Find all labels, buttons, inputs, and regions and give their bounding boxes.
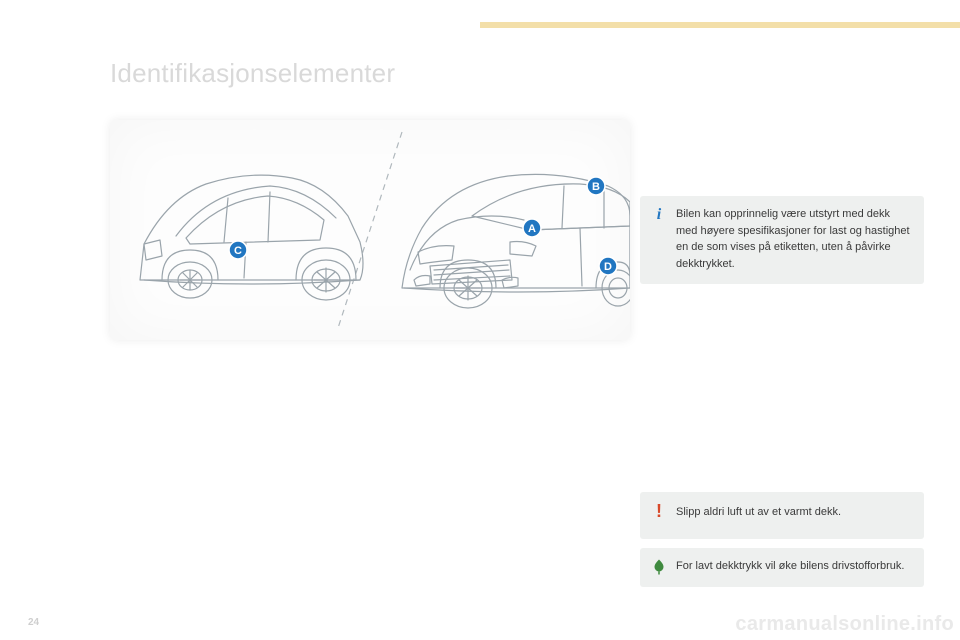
watermark: carmanualsonline.info [735,613,954,636]
callout-info-text: Bilen kan opprinnelig være utstyrt med d… [676,208,910,270]
page-title: Identifikasjonselementer [110,58,395,89]
svg-text:D: D [604,261,612,273]
page-number: 24 [28,617,39,628]
callout-info: i Bilen kan opprinnelig være utstyrt med… [640,196,924,284]
svg-text:B: B [592,181,600,193]
marker-b: B [587,177,605,195]
accent-bar [480,22,960,28]
vehicle-svg: C A B D [110,120,630,340]
callout-eco: For lavt dekktrykk vil øke bilens drivst… [640,548,924,587]
svg-text:A: A [528,223,536,235]
marker-d: D [599,257,617,275]
marker-c: C [229,241,247,259]
callout-warning: ! Slipp aldri luft ut av et varmt dekk. [640,492,924,539]
callout-eco-text: For lavt dekktrykk vil øke bilens drivst… [676,560,904,572]
callout-warning-text: Slipp aldri luft ut av et varmt dekk. [676,506,841,518]
info-icon: i [650,206,668,224]
vehicle-figure: C A B D [110,120,630,340]
tree-icon [650,558,668,576]
warning-icon: ! [650,502,668,520]
marker-a: A [523,219,541,237]
svg-text:C: C [234,245,242,257]
